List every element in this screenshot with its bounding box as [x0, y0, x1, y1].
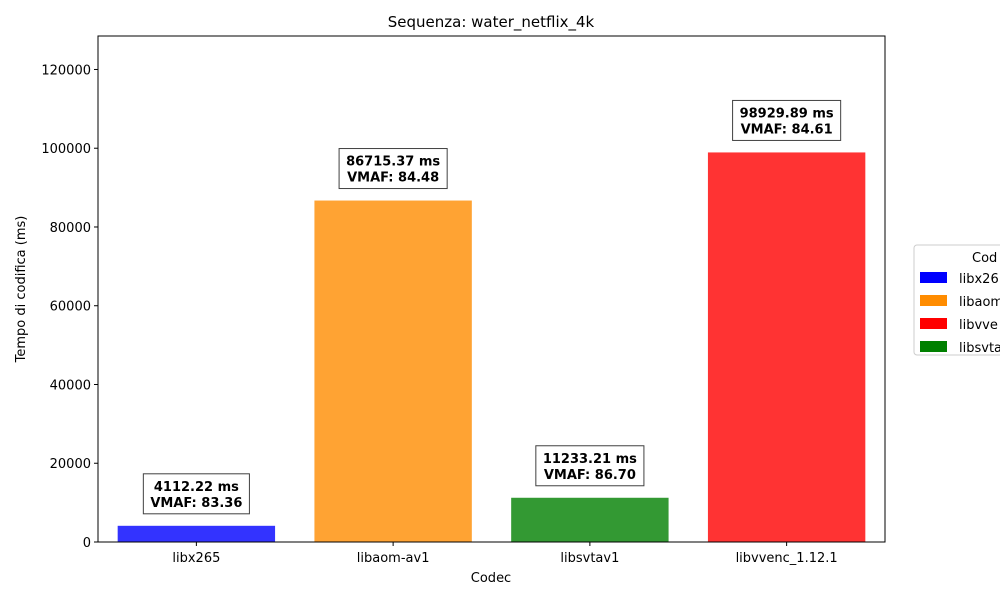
x-axis-title: Codec [471, 571, 511, 586]
bar-libvvenc_1.12.1 [707, 152, 866, 542]
y-tick-label: 100000 [41, 142, 91, 157]
legend-swatch [920, 341, 947, 352]
legend-entry-label: libx26 [959, 272, 999, 287]
legend-entry-label: libsvta [959, 341, 1000, 356]
data-label-time: 98929.89 ms [740, 106, 834, 121]
data-label-box [142, 473, 250, 515]
plot-area: 0 20000 40000 60000 80000 100000 120000 libx265… [41, 35, 886, 566]
legend: Cod libx26 libaom libvve libsvta [913, 244, 1000, 356]
y-tick-label: 60000 [50, 300, 91, 315]
bar-libx265 [117, 525, 276, 542]
legend-title: Cod [972, 251, 997, 266]
data-label-time: 4112.22 ms [154, 480, 239, 495]
x-tick-label: libsvtav1 [560, 551, 619, 566]
data-label-time: 86715.37 ms [346, 155, 440, 170]
legend-entry-label: libaom [959, 295, 1000, 310]
y-tick-label: 0 [83, 536, 91, 551]
legend-entry-label: libvve [959, 318, 998, 333]
x-tick-label: libvvenc_1.12.1 [736, 551, 838, 566]
y-tick-label: 80000 [50, 221, 91, 236]
data-label-time: 11233.21 ms [543, 452, 637, 467]
legend-swatch [920, 295, 947, 306]
y-tick-label: 20000 [50, 457, 91, 472]
plot-frame [97, 35, 886, 543]
data-label-box [535, 445, 645, 487]
bar-libaom-av1 [314, 200, 472, 542]
y-tick-label: 120000 [41, 63, 91, 78]
data-label-box [732, 99, 842, 141]
data-label-vmaf: VMAF: 83.36 [150, 496, 242, 511]
y-tick-label: 40000 [50, 378, 91, 393]
x-tick-label: libaom-av1 [357, 551, 430, 566]
legend-swatch [920, 318, 947, 329]
data-label-vmaf: VMAF: 86.70 [544, 468, 636, 483]
data-label-box [338, 148, 448, 190]
data-label-vmaf: VMAF: 84.61 [741, 122, 833, 137]
bar-libsvtav1 [511, 497, 669, 542]
chart-title: Sequenza: water_netflix_4k [388, 13, 595, 32]
x-tick-label: libx265 [172, 551, 220, 566]
legend-swatch [920, 272, 947, 283]
y-axis-title: Tempo di codifica (ms) [14, 216, 29, 364]
data-label-vmaf: VMAF: 84.48 [347, 171, 439, 186]
